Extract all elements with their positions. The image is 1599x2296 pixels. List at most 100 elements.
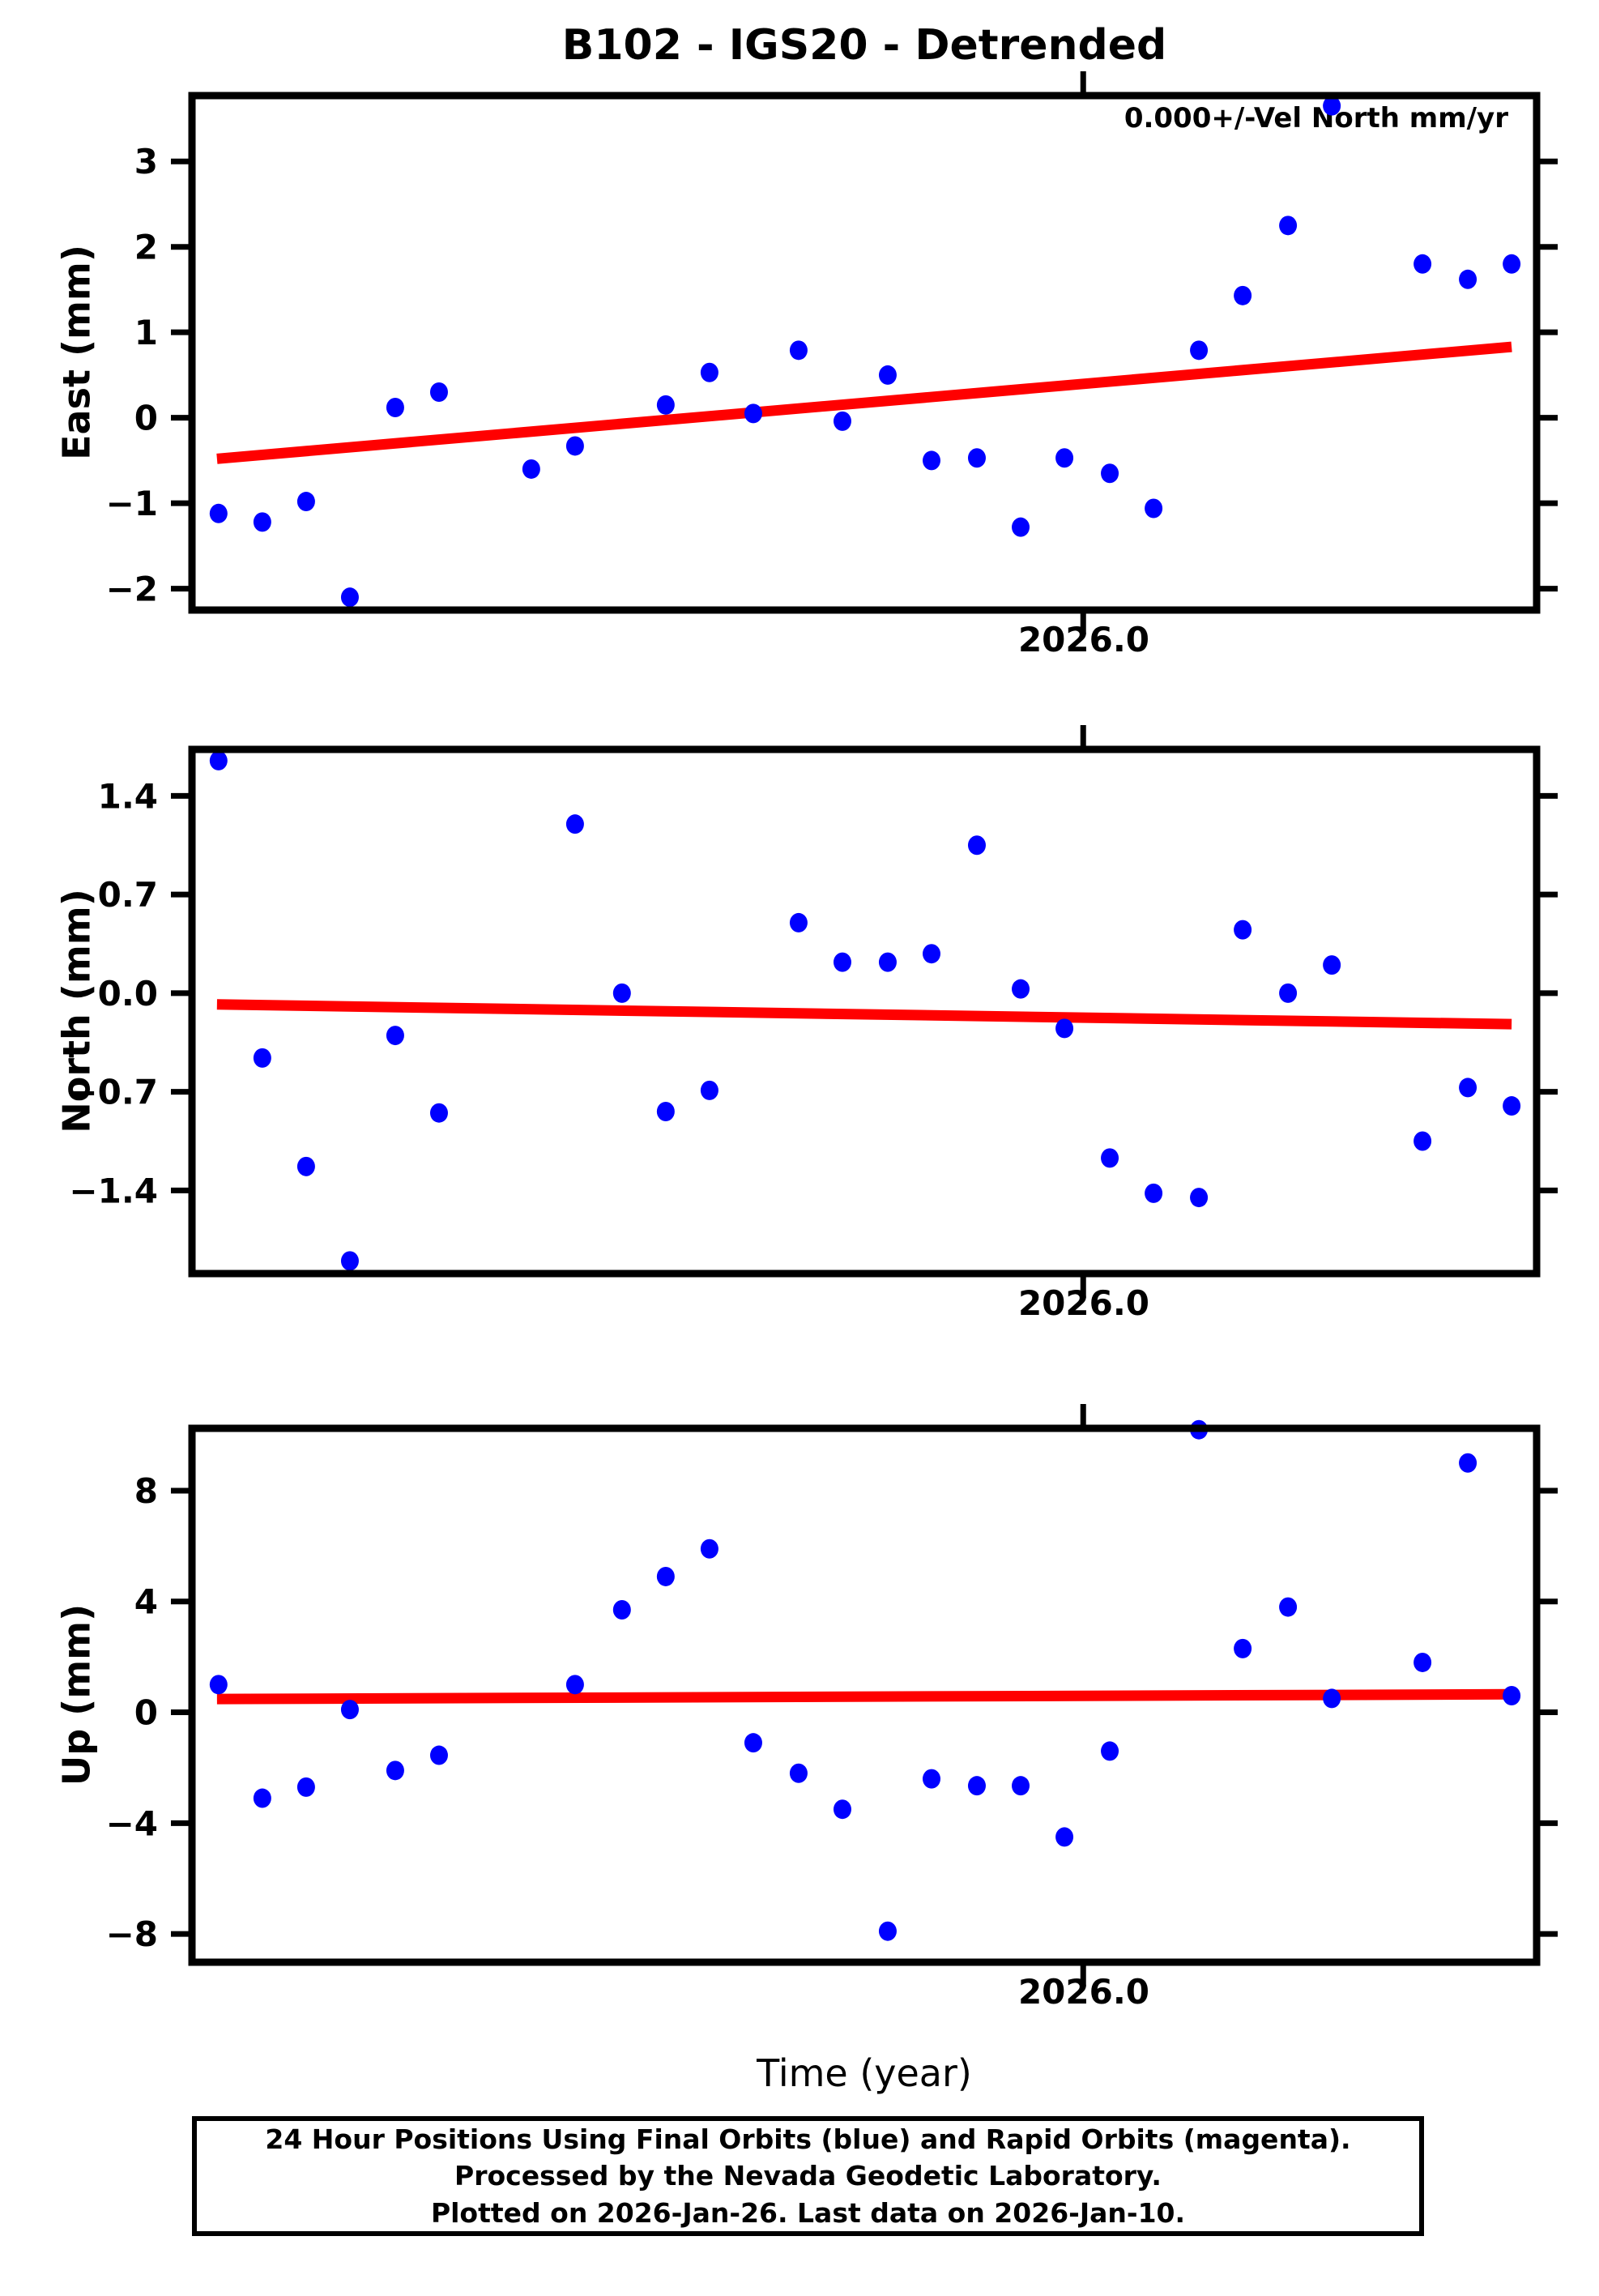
data-point-up [1503, 1686, 1521, 1706]
y-tick-label: −4 [106, 1803, 158, 1843]
y-tick-label: 1.4 [98, 776, 158, 816]
data-point-north [386, 1026, 404, 1046]
data-point-east [565, 436, 584, 456]
data-point-north [612, 983, 631, 1003]
data-point-up [209, 1675, 228, 1695]
data-point-north [1234, 920, 1252, 940]
trend-line-up [216, 1688, 1512, 1705]
data-point-east [656, 395, 675, 415]
y-tick-label: −1.4 [69, 1171, 158, 1210]
caption-box: 24 Hour Positions Using Final Orbits (bl… [192, 2116, 1424, 2236]
data-point-up [1234, 1638, 1252, 1658]
data-point-up [429, 1745, 448, 1765]
data-point-east [340, 587, 359, 608]
data-point-up [656, 1566, 675, 1586]
y-tick-label: 3 [134, 142, 158, 181]
data-point-east [1323, 96, 1341, 116]
data-point-east [923, 450, 940, 471]
data-point-east [1012, 517, 1030, 537]
data-point-east [1279, 216, 1298, 236]
panel-frame-north [188, 745, 1541, 1278]
y-tick-label: −2 [106, 570, 158, 609]
data-point-up [386, 1760, 404, 1781]
data-point-north [1055, 1018, 1074, 1039]
data-point-up [967, 1776, 986, 1796]
y-tick-label: 0.0 [98, 974, 158, 1014]
y-tick-label: 1 [134, 313, 158, 352]
panel-frame-up [188, 1424, 1541, 1966]
data-point-up [1279, 1597, 1298, 1617]
data-point-east [967, 448, 986, 468]
x-axis-label: Time (year) [757, 2051, 972, 2095]
y-tick-label: 8 [134, 1471, 158, 1511]
data-point-north [1459, 1078, 1477, 1098]
data-point-east [522, 459, 540, 479]
data-point-east [253, 512, 271, 532]
data-point-north [340, 1251, 359, 1271]
data-point-east [1459, 269, 1477, 289]
data-point-north [1012, 979, 1030, 999]
data-point-east [209, 503, 228, 523]
data-point-up [700, 1538, 718, 1559]
data-point-up [833, 1799, 851, 1820]
y-tick-label: −1 [106, 484, 158, 523]
data-point-east [878, 365, 897, 385]
data-point-north [1503, 1096, 1521, 1116]
y-tick-label: 0.7 [98, 875, 158, 915]
y-tick-label: −8 [106, 1914, 158, 1954]
data-point-east [1234, 285, 1252, 305]
data-point-east [1055, 448, 1074, 468]
data-point-up [878, 1921, 897, 1941]
data-point-up [296, 1777, 315, 1797]
data-point-east [1503, 254, 1521, 274]
plot-title: B102 - IGS20 - Detrended [561, 21, 1167, 70]
panel-frame-east [188, 92, 1541, 614]
data-point-north [700, 1080, 718, 1100]
data-point-north [656, 1101, 675, 1121]
data-point-north [1279, 983, 1298, 1003]
data-point-east [789, 340, 808, 361]
data-point-north [789, 912, 808, 932]
data-point-east [386, 398, 404, 418]
data-point-north [1190, 1188, 1209, 1208]
data-point-north [296, 1156, 315, 1176]
y-tick-label: 0 [134, 399, 158, 438]
data-point-north [967, 835, 986, 856]
data-point-north [1414, 1131, 1432, 1151]
data-point-up [565, 1675, 584, 1695]
caption-line-3: Plotted on 2026-Jan-26. Last data on 202… [430, 2196, 1186, 2229]
data-point-up [744, 1733, 762, 1753]
data-point-east [700, 362, 718, 382]
data-point-north [1101, 1148, 1119, 1168]
data-point-north [429, 1103, 448, 1123]
data-point-north [923, 944, 940, 964]
y-tick-label: −0.7 [69, 1073, 158, 1112]
data-point-up [789, 1763, 808, 1783]
caption-line-2: Processed by the Nevada Geodetic Laborat… [454, 2160, 1162, 2192]
data-point-north [209, 750, 228, 770]
data-point-up [612, 1599, 631, 1620]
trend-line-north [216, 999, 1512, 1030]
velocity-annotation: 0.000+/-Vel North mm/yr [1124, 102, 1508, 134]
y-tick-label: 4 [134, 1582, 158, 1622]
data-point-north [1145, 1183, 1163, 1203]
data-point-east [833, 411, 851, 431]
data-point-north [833, 952, 851, 972]
data-point-north [253, 1048, 271, 1068]
data-point-up [1414, 1652, 1432, 1672]
data-point-up [1055, 1827, 1074, 1847]
data-point-east [744, 403, 762, 424]
data-point-up [253, 1788, 271, 1808]
y-tick-label: 2 [134, 228, 158, 267]
data-point-up [340, 1700, 359, 1720]
data-point-east [1145, 498, 1163, 519]
data-point-up [1012, 1776, 1030, 1796]
y-tick-label: 0 [134, 1693, 158, 1733]
data-point-north [565, 814, 584, 834]
trend-line-east [216, 341, 1512, 464]
data-point-up [1323, 1688, 1341, 1709]
data-point-east [429, 382, 448, 403]
data-point-north [878, 952, 897, 972]
caption-line-1: 24 Hour Positions Using Final Orbits (bl… [265, 2123, 1351, 2155]
